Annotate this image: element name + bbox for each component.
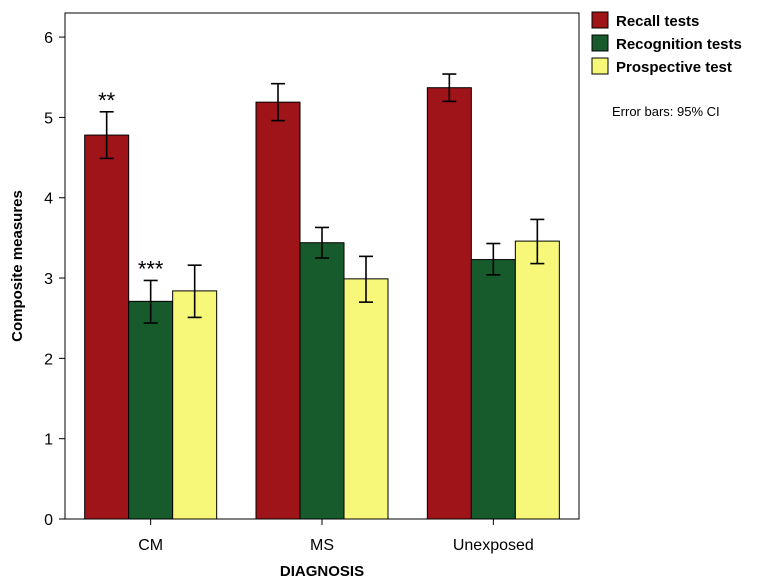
bar [514, 240, 560, 520]
y-tick-label: 6 [44, 30, 53, 47]
x-axis-title: DIAGNOSIS [280, 563, 364, 578]
y-tick-label: 2 [44, 351, 53, 368]
significance-marker: *** [138, 256, 164, 281]
bar [426, 87, 472, 520]
bar [470, 259, 516, 520]
y-tick-label: 3 [44, 271, 53, 288]
y-tick-label: 0 [44, 512, 53, 529]
bar [84, 134, 130, 520]
y-tick-label: 1 [44, 432, 53, 449]
error-bar-note: Error bars: 95% CI [612, 104, 720, 119]
significance-marker: ** [98, 88, 116, 113]
bar [172, 290, 218, 520]
x-tick-label: CM [138, 537, 163, 554]
y-axis: 0 1 2 3 4 5 6 [44, 30, 65, 529]
annotations: ***** [98, 88, 164, 282]
legend: Recall tests Recognition tests Prospective… [591, 11, 742, 76]
bars [84, 87, 560, 520]
legend-swatch [591, 57, 609, 75]
legend-label: Recognition tests [616, 36, 742, 53]
x-tick-label: MS [310, 537, 334, 554]
y-tick-label: 5 [44, 110, 53, 127]
bar [299, 242, 345, 520]
error-bars [99, 73, 545, 324]
bar [128, 300, 174, 520]
legend-label: Recall tests [616, 13, 699, 30]
bar [255, 101, 301, 520]
x-tick-label: Unexposed [453, 537, 534, 554]
bar [343, 278, 389, 520]
legend-swatch [591, 11, 609, 29]
legend-label: Prospective test [616, 59, 732, 76]
x-axis: CM MS Unexposed [138, 519, 534, 554]
legend-swatch [591, 34, 609, 52]
y-tick-label: 4 [44, 191, 53, 208]
y-axis-title: Composite measures [9, 190, 26, 342]
